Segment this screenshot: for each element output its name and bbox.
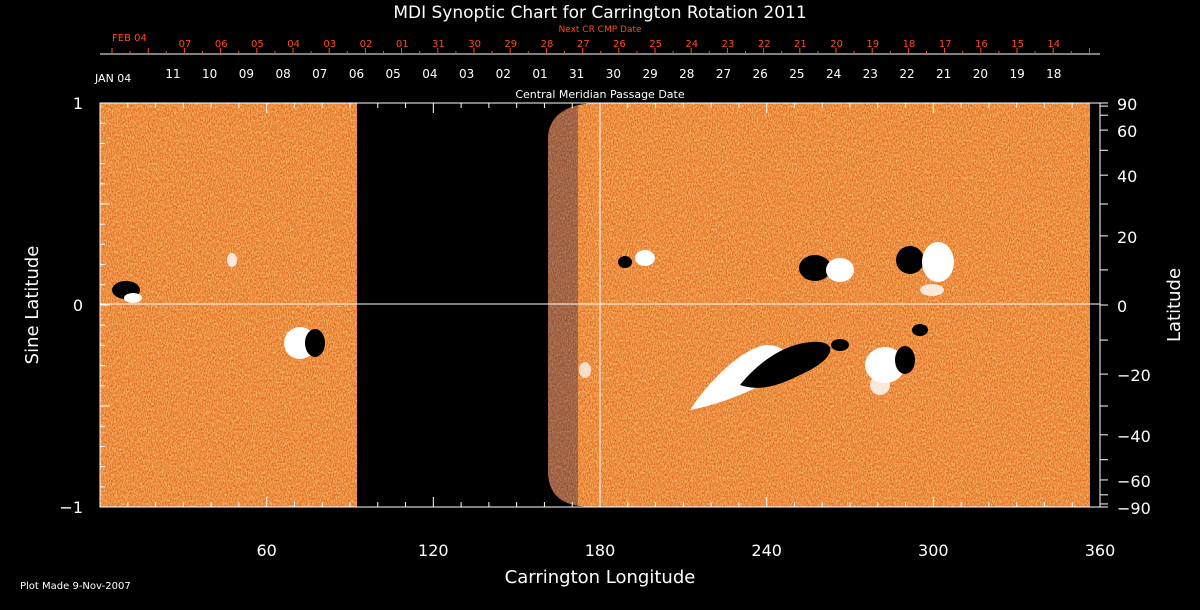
next-cr-date-label: 31 bbox=[432, 39, 445, 50]
y-tick-label-right: 20 bbox=[1117, 228, 1137, 247]
cmp-date-label: 01 bbox=[532, 67, 547, 81]
magnetogram-left-strip bbox=[100, 103, 357, 507]
next-cr-date-label: 16 bbox=[975, 39, 988, 50]
chart-title: MDI Synoptic Chart for Carrington Rotati… bbox=[393, 3, 806, 23]
cmp-date-label: 11 bbox=[165, 67, 180, 81]
cmp-date-label: 03 bbox=[459, 67, 474, 81]
left-tick-labels: 1 0 −1 bbox=[59, 94, 83, 517]
cmp-month-label: JAN 04 bbox=[94, 72, 131, 85]
y-tick-label-left: −1 bbox=[59, 498, 83, 517]
cmp-date-label: 05 bbox=[386, 67, 401, 81]
next-cr-date-label: 18 bbox=[903, 39, 916, 50]
y-tick-label-right: −60 bbox=[1117, 472, 1151, 491]
y-tick-label-right: 90 bbox=[1117, 95, 1137, 114]
left-axis-ticks bbox=[100, 102, 110, 508]
next-cr-date-label: 15 bbox=[1011, 39, 1024, 50]
cmp-date-label: 07 bbox=[312, 67, 327, 81]
cmp-date-label: 09 bbox=[239, 67, 254, 81]
x-tick-labels: 60 120 180 240 300 360 bbox=[256, 541, 1115, 560]
x-tick-label: 60 bbox=[256, 541, 276, 560]
next-cr-date-label: 03 bbox=[323, 39, 336, 50]
next-cr-date-label: 23 bbox=[722, 39, 735, 50]
plot-made-label: Plot Made 9-Nov-2007 bbox=[20, 581, 131, 592]
next-cr-date-label: 14 bbox=[1047, 39, 1060, 50]
next-cr-title: Next CR CMP Date bbox=[558, 25, 642, 35]
y-tick-label-left: 1 bbox=[73, 94, 83, 113]
cmp-date-label: 23 bbox=[863, 67, 878, 81]
cmp-date-label: 24 bbox=[826, 67, 841, 81]
right-axis-ticks bbox=[1100, 102, 1108, 508]
cmp-date-labels: 11 10 09 08 07 06 05 04 03 02 01 31 30 29 28 27 26 25 24 23… bbox=[165, 67, 1061, 81]
x-tick-label: 120 bbox=[418, 541, 449, 560]
next-cr-date-label: 25 bbox=[649, 39, 662, 50]
cmp-date-label: 28 bbox=[679, 67, 694, 81]
next-cr-date-label: 24 bbox=[685, 39, 698, 50]
next-cr-date-label: 17 bbox=[939, 39, 952, 50]
cmp-date-label: 06 bbox=[349, 67, 364, 81]
x-tick-label: 360 bbox=[1085, 541, 1116, 560]
next-cr-date-label: 21 bbox=[794, 39, 807, 50]
next-cr-date-label: 20 bbox=[830, 39, 843, 50]
next-cr-date-label: 29 bbox=[504, 39, 517, 50]
x-axis-label: Carrington Longitude bbox=[505, 567, 696, 588]
y-tick-label-right: 60 bbox=[1117, 122, 1137, 141]
y-tick-label-right: −40 bbox=[1117, 427, 1151, 446]
cmp-date-label: 08 bbox=[275, 67, 290, 81]
cmp-date-label: 26 bbox=[753, 67, 768, 81]
magnetogram-main-region bbox=[548, 103, 1090, 507]
cmp-date-label: 04 bbox=[422, 67, 437, 81]
cmp-date-label: 25 bbox=[789, 67, 804, 81]
cmp-date-label: 18 bbox=[1046, 67, 1061, 81]
cmp-date-label: 27 bbox=[716, 67, 731, 81]
y-tick-label-right: −90 bbox=[1117, 499, 1151, 518]
x-tick-label: 240 bbox=[751, 541, 782, 560]
next-cr-date-label: 06 bbox=[215, 39, 228, 50]
cmp-date-label: 02 bbox=[496, 67, 511, 81]
next-cr-date-label: 22 bbox=[758, 39, 771, 50]
y-tick-label-right: 0 bbox=[1117, 297, 1127, 316]
cmp-date-label: 22 bbox=[899, 67, 914, 81]
cmp-date-label: 31 bbox=[569, 67, 584, 81]
x-tick-label: 180 bbox=[585, 541, 616, 560]
cmp-date-label: 30 bbox=[606, 67, 621, 81]
next-cr-date-label: 07 bbox=[179, 39, 192, 50]
y-tick-label-right: 40 bbox=[1117, 167, 1137, 186]
cmp-axis-title: Central Meridian Passage Date bbox=[515, 88, 684, 101]
right-tick-labels: 90 60 40 20 0 −20 −40 −60 −90 bbox=[1117, 95, 1151, 518]
y-tick-label-right: −20 bbox=[1117, 366, 1151, 385]
next-cr-date-label: 04 bbox=[287, 39, 300, 50]
y-axis-label-left: Sine Latitude bbox=[22, 246, 43, 365]
x-tick-label: 300 bbox=[918, 541, 949, 560]
top-axis-ticks bbox=[99, 103, 1101, 113]
next-cr-date-label: 28 bbox=[541, 39, 554, 50]
next-cr-date-label: 01 bbox=[396, 39, 409, 50]
next-cr-date-label: 27 bbox=[577, 39, 590, 50]
y-axis-label-right: Latitude bbox=[1164, 268, 1185, 342]
next-cr-month-label: FEB 04 bbox=[112, 33, 147, 44]
next-cr-date-label: 05 bbox=[251, 39, 264, 50]
cmp-date-label: 10 bbox=[202, 67, 217, 81]
next-cr-date-label: 19 bbox=[866, 39, 879, 50]
next-cr-date-labels: 07 06 05 04 03 02 01 31 30 29 28 27 26 25 24 23 22 21 20 19… bbox=[179, 39, 1061, 50]
cmp-date-label: 20 bbox=[973, 67, 988, 81]
y-tick-label-left: 0 bbox=[73, 296, 83, 315]
cmp-date-label: 19 bbox=[1009, 67, 1024, 81]
cmp-date-label: 21 bbox=[936, 67, 951, 81]
bottom-axis-ticks bbox=[99, 497, 1101, 507]
next-cr-date-label: 02 bbox=[360, 39, 373, 50]
next-cr-date-label: 30 bbox=[468, 39, 481, 50]
next-cr-date-label: 26 bbox=[613, 39, 626, 50]
cmp-date-label: 29 bbox=[642, 67, 657, 81]
next-cr-ticks bbox=[111, 48, 1090, 54]
